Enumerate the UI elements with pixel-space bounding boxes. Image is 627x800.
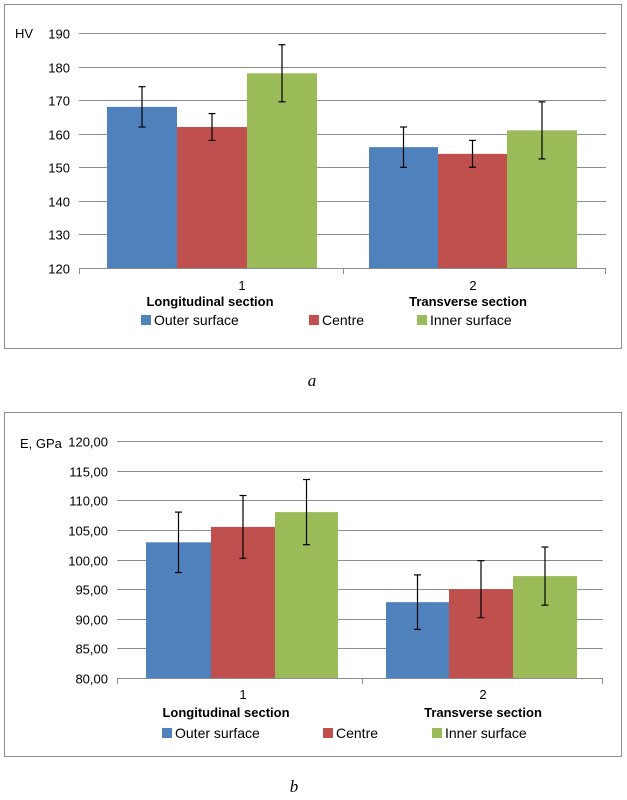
bar-centre-2 bbox=[438, 153, 507, 268]
chart-b: E, GPa 80,00 85,00 90,00 95,00 100,00 105,00 1… bbox=[4, 412, 622, 757]
y-tick-label: 120 bbox=[48, 262, 70, 277]
legend-b-label-inner: Inner surface bbox=[445, 725, 527, 741]
y-tick-label: 140 bbox=[48, 195, 70, 210]
legend-a-swatch-outer bbox=[141, 315, 151, 325]
chart-b-x-tick-2: 2 bbox=[479, 687, 486, 702]
y-tick-label: 130 bbox=[48, 228, 70, 243]
legend-b-swatch-outer bbox=[162, 728, 172, 738]
chart-a-category-name-2: Transverse section bbox=[409, 294, 527, 309]
error-bar-centre-1 bbox=[239, 494, 247, 559]
y-tick-label: 180 bbox=[48, 61, 70, 76]
error-bar-outer-1 bbox=[175, 511, 182, 574]
y-tick-label: 120,00 bbox=[68, 435, 108, 450]
legend-a-label-outer: Outer surface bbox=[154, 312, 239, 328]
error-bar-outer-2 bbox=[414, 574, 421, 631]
error-bar-inner-2 bbox=[541, 546, 549, 606]
legend-a-swatch-inner bbox=[417, 315, 427, 325]
chart-b-x-axis bbox=[117, 678, 603, 684]
chart-a-category-name-1: Longitudinal section bbox=[146, 294, 273, 309]
y-tick-label: 100,00 bbox=[68, 554, 108, 569]
chart-a-ylabel: HV bbox=[15, 26, 33, 41]
legend-b-label-centre: Centre bbox=[336, 725, 378, 741]
y-tick-label: 85,00 bbox=[75, 642, 108, 657]
chart-a-bars bbox=[107, 73, 577, 269]
y-tick-label: 190 bbox=[48, 27, 70, 42]
chart-b-legend: Outer surface Centre Inner surface bbox=[162, 725, 527, 741]
y-tick-label: 115,00 bbox=[69, 465, 108, 480]
y-tick-label: 95,00 bbox=[75, 583, 108, 598]
error-bar-outer-2 bbox=[400, 126, 407, 168]
y-tick-label: 80,00 bbox=[75, 672, 108, 687]
chart-a-y-tick-labels: 120 130 140 150 160 170 180 190 bbox=[48, 27, 70, 277]
chart-b-category-name-2: Transverse section bbox=[424, 705, 542, 720]
legend-a-swatch-centre bbox=[309, 315, 319, 325]
y-tick-label: 105,00 bbox=[68, 524, 108, 539]
chart-a-x-tick-1: 1 bbox=[238, 278, 245, 293]
chart-a-x-tick-2: 2 bbox=[469, 278, 476, 293]
error-bar-inner-2 bbox=[538, 101, 546, 160]
legend-b-swatch-centre bbox=[323, 728, 333, 738]
error-bar-centre-1 bbox=[208, 112, 216, 142]
bar-inner-1 bbox=[247, 73, 317, 269]
chart-a-x-axis bbox=[79, 268, 606, 274]
y-tick-label: 170 bbox=[48, 94, 70, 109]
chart-a-legend: Outer surface Centre Inner surface bbox=[141, 312, 512, 328]
bar-centre-1 bbox=[177, 127, 247, 268]
chart-b-error-bars bbox=[175, 478, 549, 631]
error-bar-outer-1 bbox=[138, 86, 146, 128]
chart-a-error-bars bbox=[138, 44, 546, 168]
y-tick-label: 110,00 bbox=[69, 494, 108, 509]
error-bar-inner-1 bbox=[278, 44, 286, 103]
legend-a-label-centre: Centre bbox=[322, 312, 364, 328]
chart-a: HV 120 130 140 150 160 170 180 190 1 2 Longitud… bbox=[4, 4, 622, 349]
chart-b-y-tick-labels: 80,00 85,00 90,00 95,00 100,00 105,00 110,00 11… bbox=[68, 435, 108, 687]
chart-b-x-tick-1: 1 bbox=[239, 687, 246, 702]
legend-b-swatch-inner bbox=[432, 728, 442, 738]
error-bar-centre-2 bbox=[469, 139, 476, 168]
panel-label-a: a bbox=[308, 371, 317, 390]
error-bar-inner-1 bbox=[303, 478, 310, 546]
bar-outer-1 bbox=[107, 106, 177, 268]
chart-b-category-name-1: Longitudinal section bbox=[162, 705, 289, 720]
chart-b-ylabel: E, GPa bbox=[20, 436, 63, 451]
error-bar-centre-2 bbox=[477, 560, 485, 619]
panel-label-b: b bbox=[290, 777, 299, 796]
y-tick-label: 90,00 bbox=[75, 613, 108, 628]
y-tick-label: 150 bbox=[48, 161, 70, 176]
legend-b-label-outer: Outer surface bbox=[175, 725, 260, 741]
chart-b-bars bbox=[146, 512, 577, 678]
legend-a-label-inner: Inner surface bbox=[430, 312, 512, 328]
y-tick-label: 160 bbox=[48, 128, 70, 143]
